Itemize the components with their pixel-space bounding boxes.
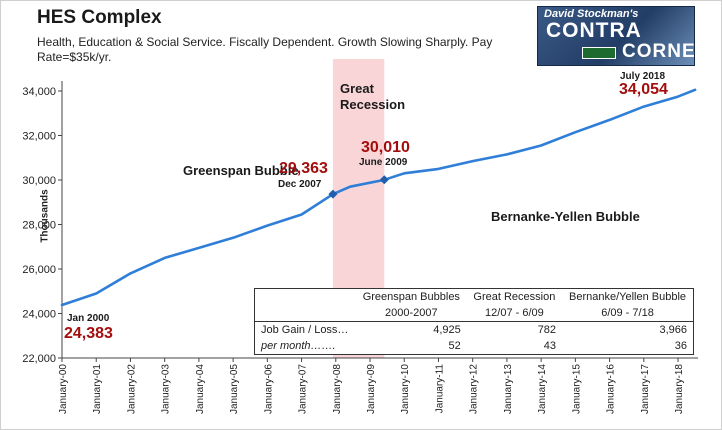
cell-per-month-greenspan: 52 <box>448 340 461 352</box>
y-tick-label: 32,000 <box>22 131 56 143</box>
y-tick-label: 34,000 <box>22 86 56 98</box>
x-tick-label: January-12 <box>469 364 480 414</box>
logo-byline: David Stockman's <box>544 8 639 20</box>
cell-per-month-bernanke: 36 <box>674 340 687 352</box>
y-tick-label: 26,000 <box>22 264 56 276</box>
greenspan-bubble-annotation: Greenspan Bubble <box>183 163 299 178</box>
jan2000-label: Jan 2000 <box>67 313 110 324</box>
bernanke-yellen-annotation: Bernanke-Yellen Bubble <box>491 209 640 224</box>
header-greenspan-range: 2000-2007 <box>355 305 467 322</box>
data-point-marker <box>379 175 389 185</box>
x-tick-label: January-08 <box>332 364 343 414</box>
x-tick-label: January-13 <box>503 364 514 414</box>
data-point-marker <box>328 189 338 199</box>
cell-job-gain-recession: 782 <box>537 324 557 336</box>
table-row: per month……. 52 43 36 <box>255 338 694 355</box>
x-tick-label: January-01 <box>92 364 103 414</box>
x-tick-label: January-18 <box>674 364 685 414</box>
header-recession: Great Recession <box>473 291 556 303</box>
y-tick-label: 24,000 <box>22 309 56 321</box>
jul2018-value: 34,054 <box>619 81 668 98</box>
header-recession-range: 12/07 - 6/09 <box>466 305 563 322</box>
dec2007-value: 29,363 <box>279 160 328 177</box>
x-tick-label: January-15 <box>571 364 582 414</box>
x-tick-label: January-04 <box>195 364 206 414</box>
y-tick-label: 22,000 <box>22 353 56 365</box>
jan2000-value: 24,383 <box>64 325 113 342</box>
jun2009-label: June 2009 <box>359 157 408 168</box>
header-bernanke-range: 6/09 - 7/18 <box>562 305 694 322</box>
header-bernanke: Bernanke/Yellen Bubble <box>569 291 687 303</box>
page-title: HES Complex <box>37 7 162 28</box>
table-row: Job Gain / Loss… 4,925 782 3,966 <box>255 322 694 339</box>
table-header-row-2: 2000-2007 12/07 - 6/09 6/09 - 7/18 <box>254 305 694 322</box>
dec2007-label: Dec 2007 <box>278 179 322 190</box>
jul2018-label: July 2018 <box>620 71 666 82</box>
y-axis-label: Thousands <box>39 189 51 243</box>
recession-annotation: Great Recession <box>340 81 406 112</box>
x-tick-label: January-03 <box>161 364 172 414</box>
header-greenspan: Greenspan Bubbles <box>362 291 460 303</box>
row-label-job-gain: Job Gain / Loss… <box>261 324 349 336</box>
x-tick-label: January-16 <box>606 364 617 414</box>
table-header-row: Greenspan Bubbles Great Recession Bernan… <box>255 289 694 306</box>
cell-job-gain-bernanke: 3,966 <box>659 324 687 336</box>
logo-word-contra: CONTRA <box>546 19 642 42</box>
x-tick-label: January-00 <box>58 364 69 414</box>
x-tick-label: January-05 <box>229 364 240 414</box>
jun2009-value: 30,010 <box>361 139 410 156</box>
cell-per-month-recession: 43 <box>543 340 557 352</box>
x-tick-label: January-02 <box>126 364 137 414</box>
x-tick-label: January-09 <box>366 364 377 414</box>
logo-word-corner: CORNER <box>622 41 695 62</box>
contra-corner-logo: David Stockman's CONTRA CORNER <box>537 6 695 66</box>
y-tick-label: 30,000 <box>22 175 56 187</box>
y-tick-label: 28,000 <box>22 220 56 232</box>
x-tick-label: January-17 <box>640 364 651 414</box>
page-subtitle: Health, Education & Social Service. Fisc… <box>37 35 493 64</box>
x-tick-label: January-10 <box>400 364 411 414</box>
stats-table: Greenspan Bubbles Great Recession Bernan… <box>254 288 694 355</box>
row-label-per-month: per month……. <box>261 340 336 352</box>
cell-job-gain-greenspan: 4,925 <box>433 324 461 336</box>
x-tick-label: January-14 <box>537 364 548 414</box>
x-tick-label: January-07 <box>298 364 309 414</box>
wall-street-sign-icon <box>582 47 616 59</box>
x-tick-label: January-06 <box>263 364 274 414</box>
x-tick-label: January-11 <box>434 364 445 414</box>
